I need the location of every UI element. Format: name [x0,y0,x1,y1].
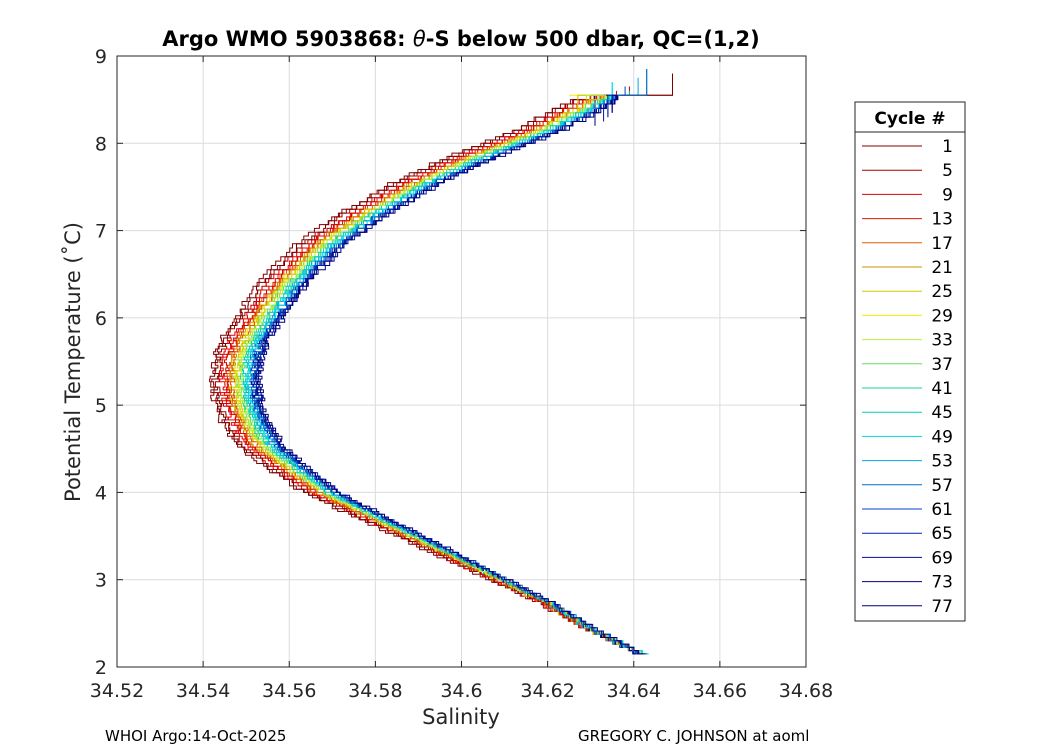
x-axis-label: Salinity [422,705,500,729]
legend-label-29: 29 [931,306,953,326]
legend-label-61: 61 [931,500,953,520]
legend-label-1: 1 [942,137,953,157]
y-tick-label: 3 [95,570,107,592]
chart-title: Argo WMO 5903868: θ-S below 500 dbar, QC… [162,27,759,51]
data-series [209,69,673,655]
legend-label-5: 5 [942,161,953,181]
x-tick-label: 34.56 [262,680,316,702]
legend-box [854,101,966,622]
legend-label-73: 73 [931,573,953,593]
legend-label-13: 13 [931,210,953,230]
series-line-cycle-1 [211,73,673,655]
y-tick-labels: 2 3 4 5 6 7 8 9 [95,46,806,679]
legend-label-53: 53 [931,452,953,472]
y-axis-label: Potential Temperature (˚C) [61,222,85,502]
legend-label-25: 25 [931,282,953,302]
y-tick-label: 9 [95,46,107,68]
legend-label-37: 37 [931,355,953,375]
grid-lines [117,56,806,667]
legend-label-77: 77 [931,597,953,617]
legend-label-9: 9 [942,185,953,205]
legend-label-57: 57 [931,476,953,496]
legend: Cycle # 1 5 9 13 17 21 25 29 33 37 41 45 49 53 57 61 65 6… [854,101,966,622]
legend-label-65: 65 [931,524,953,544]
x-tick-label: 34.58 [348,680,402,702]
legend-label-33: 33 [931,331,953,351]
x-tick-label: 34.6 [440,680,482,702]
y-tick-label: 2 [95,657,107,679]
x-tick-labels: 34.52 34.54 34.56 34.58 34.6 34.62 34.64 34.66 3… [90,56,833,702]
y-tick-label: 7 [95,221,107,243]
y-tick-label: 4 [95,482,107,504]
y-tick-label: 5 [95,395,107,417]
legend-label-69: 69 [931,548,953,568]
footer-date: WHOI Argo:14-Oct-2025 [105,727,286,745]
legend-label-21: 21 [931,258,953,278]
series-line-cycle-49 [246,82,649,655]
x-tick-label: 34.62 [520,680,574,702]
footer-author: GREGORY C. JOHNSON at aoml [578,727,809,745]
legend-label-41: 41 [931,379,953,399]
series-line-cycle-73 [257,94,643,655]
legend-label-49: 49 [931,427,953,447]
x-tick-label: 34.64 [607,680,661,702]
legend-title: Cycle # [874,109,945,129]
x-tick-label: 34.52 [90,680,144,702]
x-tick-label: 34.66 [693,680,747,702]
y-tick-label: 6 [95,308,107,330]
y-tick-label: 8 [95,133,107,155]
x-tick-label: 34.54 [176,680,230,702]
legend-label-17: 17 [931,234,953,254]
x-tick-label: 34.68 [779,680,833,702]
legend-label-45: 45 [931,403,953,423]
